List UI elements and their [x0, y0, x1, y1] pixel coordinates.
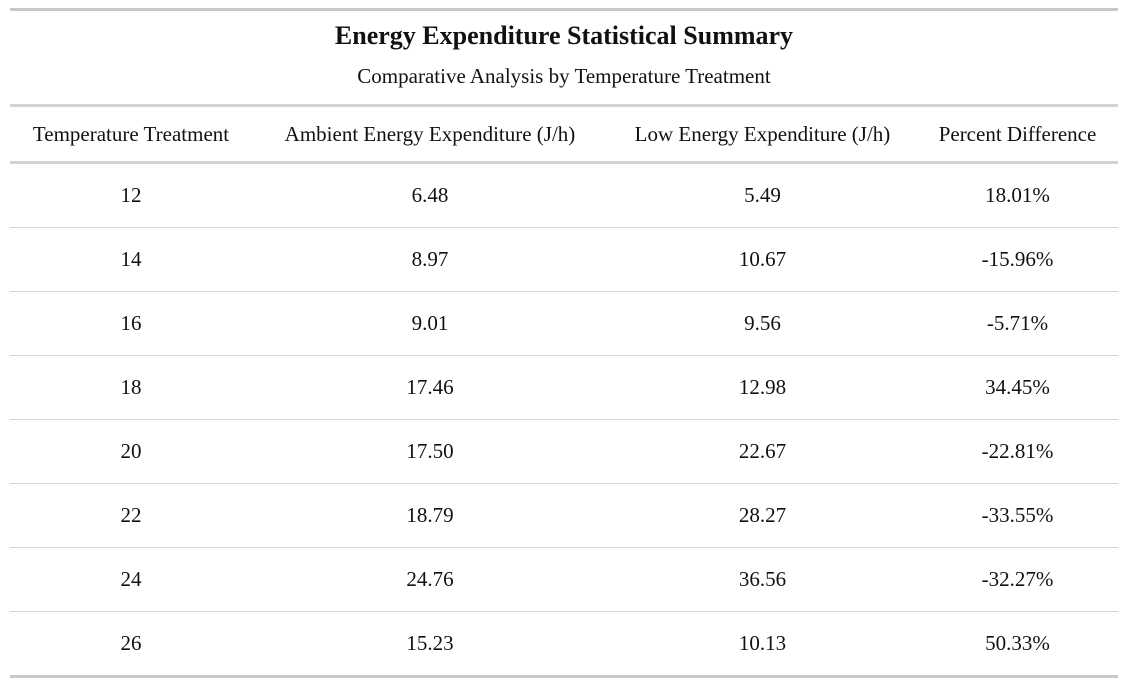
column-header-low: Low Energy Expenditure (J/h) — [608, 107, 917, 164]
table-row: 26 15.23 10.13 50.33% — [10, 611, 1118, 678]
cell-percent-difference: 34.45% — [917, 355, 1118, 420]
summary-table-container: Energy Expenditure Statistical Summary C… — [10, 0, 1118, 678]
cell-ambient: 6.48 — [252, 162, 608, 228]
table-row: 12 6.48 5.49 18.01% — [10, 162, 1118, 228]
cell-temperature: 16 — [10, 291, 252, 356]
cell-temperature: 12 — [10, 162, 252, 228]
cell-low: 36.56 — [608, 547, 917, 612]
cell-percent-difference: -32.27% — [917, 547, 1118, 612]
column-header-percent-difference: Percent Difference — [917, 107, 1118, 164]
column-header-temperature: Temperature Treatment — [10, 107, 252, 164]
table-title: Energy Expenditure Statistical Summary — [334, 21, 794, 50]
header-row: Temperature Treatment Ambient Energy Exp… — [10, 107, 1118, 164]
cell-percent-difference: 18.01% — [917, 162, 1118, 228]
cell-temperature: 24 — [10, 547, 252, 612]
cell-low: 22.67 — [608, 419, 917, 484]
cell-ambient: 15.23 — [252, 611, 608, 678]
summary-table: Temperature Treatment Ambient Energy Exp… — [10, 107, 1118, 678]
cell-low: 12.98 — [608, 355, 917, 420]
table-row: 14 8.97 10.67 -15.96% — [10, 227, 1118, 292]
table-row: 16 9.01 9.56 -5.71% — [10, 291, 1118, 356]
cell-percent-difference: -33.55% — [917, 483, 1118, 548]
cell-ambient: 18.79 — [252, 483, 608, 548]
cell-ambient: 17.50 — [252, 419, 608, 484]
cell-percent-difference: -5.71% — [917, 291, 1118, 356]
cell-ambient: 8.97 — [252, 227, 608, 292]
column-header-ambient: Ambient Energy Expenditure (J/h) — [252, 107, 608, 164]
table-row: 20 17.50 22.67 -22.81% — [10, 419, 1118, 484]
table-subtitle: Comparative Analysis by Temperature Trea… — [357, 64, 771, 88]
cell-temperature: 14 — [10, 227, 252, 292]
cell-percent-difference: -15.96% — [917, 227, 1118, 292]
cell-low: 9.56 — [608, 291, 917, 356]
cell-percent-difference: 50.33% — [917, 611, 1118, 678]
cell-ambient: 24.76 — [252, 547, 608, 612]
cell-low: 10.13 — [608, 611, 917, 678]
cell-temperature: 20 — [10, 419, 252, 484]
table-row: 22 18.79 28.27 -33.55% — [10, 483, 1118, 548]
cell-temperature: 18 — [10, 355, 252, 420]
cell-low: 28.27 — [608, 483, 917, 548]
top-rule — [10, 8, 1118, 11]
cell-ambient: 17.46 — [252, 355, 608, 420]
cell-low: 10.67 — [608, 227, 917, 292]
cell-temperature: 26 — [10, 611, 252, 678]
cell-temperature: 22 — [10, 483, 252, 548]
cell-ambient: 9.01 — [252, 291, 608, 356]
cell-percent-difference: -22.81% — [917, 419, 1118, 484]
table-body: 12 6.48 5.49 18.01% 14 8.97 10.67 -15.96… — [10, 162, 1118, 678]
header-rule — [10, 104, 1118, 107]
cell-low: 5.49 — [608, 162, 917, 228]
table-row: 24 24.76 36.56 -32.27% — [10, 547, 1118, 612]
table-row: 18 17.46 12.98 34.45% — [10, 355, 1118, 420]
